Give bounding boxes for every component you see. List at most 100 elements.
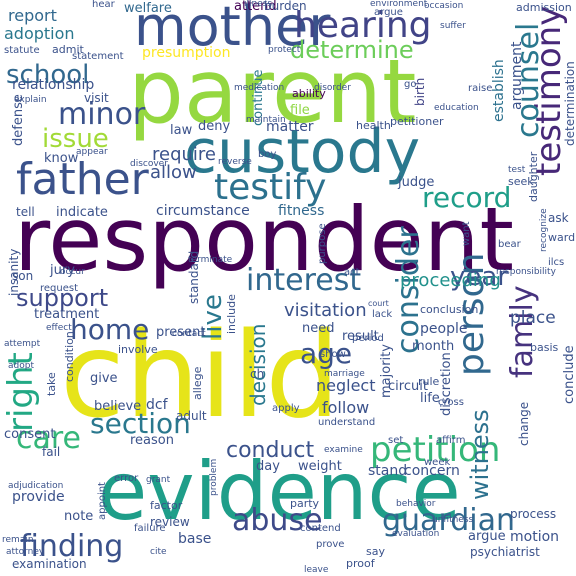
word-life: life — [420, 391, 440, 406]
word-unfitness: unfitness — [432, 515, 474, 525]
word-decision: decision — [246, 323, 270, 406]
word-proof: proof — [346, 557, 375, 570]
word-occasion: occasion — [424, 1, 464, 11]
word-disorder: disorder — [314, 83, 351, 93]
word-conclude: conclude — [562, 345, 576, 404]
word-seek: seek — [508, 175, 534, 188]
word-terminate: terminate — [188, 255, 233, 265]
word-rule: rule — [418, 375, 440, 388]
word-suffer: suffer — [440, 21, 466, 31]
word-testify: testify — [214, 167, 327, 208]
word-adoption: adoption — [4, 24, 75, 43]
word-leave: leave — [304, 565, 329, 575]
word-recognize: recognize — [539, 208, 549, 252]
word-weight: weight — [298, 459, 342, 474]
word-party: party — [290, 497, 320, 510]
word-show: show — [320, 349, 346, 360]
word-cite: cite — [150, 547, 167, 557]
word-father: father — [16, 154, 149, 205]
word-record: record — [422, 181, 512, 214]
word-tell: tell — [16, 205, 35, 219]
word-base: base — [178, 531, 212, 547]
word-section: section — [90, 407, 191, 440]
word-adopt: adopt — [8, 361, 34, 371]
word-fitness: fitness — [278, 203, 325, 219]
word-evidence: evidence — [98, 445, 461, 538]
word-need: need — [302, 321, 335, 336]
word-medication: medication — [234, 83, 285, 93]
word-hearing: hearing — [294, 5, 432, 46]
word-examination: examination — [12, 557, 87, 571]
word-take: take — [45, 372, 58, 396]
word-file: file — [290, 103, 310, 118]
word-argument: argument — [509, 41, 525, 110]
word-understand: understand — [318, 417, 376, 428]
word-circuit: circuit — [388, 379, 428, 394]
word-place: place — [510, 308, 556, 328]
word-error: error — [114, 473, 139, 484]
word-people: people — [420, 321, 468, 337]
word-follow: follow — [322, 398, 370, 417]
word-law: law — [170, 123, 193, 138]
word-child: child — [60, 306, 341, 444]
word-allow: allow — [150, 162, 197, 183]
word-proceeding: proceeding — [400, 270, 501, 291]
word-ch: ch — [250, 367, 265, 381]
word-environment: environment — [370, 0, 428, 9]
word-circumstance: circumstance — [156, 203, 250, 219]
word-indicate: indicate — [56, 205, 108, 220]
word-protect: protect — [268, 45, 301, 55]
word-explain: explain — [14, 95, 47, 105]
word-effect: effect — [46, 323, 72, 333]
word-boy: boy — [258, 149, 277, 160]
word-abuse: abuse — [232, 503, 323, 538]
word-age: age — [300, 337, 353, 370]
word-give: give — [90, 371, 118, 386]
word-test: test — [508, 165, 526, 175]
word-prove: prove — [316, 539, 345, 550]
word-fail: fail — [42, 445, 61, 459]
word-son: son — [12, 269, 34, 283]
word-know: know — [44, 151, 79, 166]
word-appoint: appoint — [97, 482, 108, 520]
word-ilcs: ilcs — [548, 257, 565, 268]
word-maintain: maintain — [246, 115, 286, 125]
word-hear: hear — [92, 0, 115, 10]
word-month: month — [412, 339, 455, 354]
word-jury: jury — [50, 263, 75, 278]
word-say: say — [366, 545, 385, 558]
word-year: year — [450, 262, 509, 292]
word-burden: burden — [264, 0, 307, 13]
word-guardian: guardian — [382, 503, 516, 538]
word-health: health — [356, 119, 391, 132]
word-witness: witness — [466, 409, 494, 500]
word-matter: matter — [266, 119, 314, 135]
word-reverse: reverse — [218, 157, 252, 167]
word-support: support — [16, 284, 109, 312]
word-raise: raise — [468, 83, 493, 94]
word-motion: motion — [510, 529, 560, 545]
word-establish: establish — [491, 59, 507, 122]
word-respondent: respondent — [14, 188, 514, 291]
word-attend: attend — [234, 0, 277, 14]
word-behavior: behavior — [396, 499, 436, 509]
word-determine: determine — [290, 36, 414, 64]
word-present: present — [156, 325, 206, 340]
word-relationship: relationship — [12, 77, 95, 93]
word-family: family — [505, 285, 540, 378]
word-process: process — [510, 507, 557, 521]
word-attorney: attorney — [6, 547, 45, 557]
word-set: set — [388, 435, 404, 446]
word-evaluation: evaluation — [392, 529, 440, 539]
word-condition: condition — [63, 331, 76, 382]
word-dcf: dcf — [146, 397, 168, 413]
word-apply: apply — [272, 403, 300, 414]
word-home: home — [70, 313, 150, 346]
word-believe: believe — [94, 399, 142, 414]
word-involve: involve — [118, 343, 158, 356]
word-problem: problem — [209, 458, 219, 496]
word-contact: contact — [172, 329, 206, 339]
word-neglect: neglect — [316, 376, 376, 395]
word-result: result — [342, 329, 379, 344]
word-argue-small: argue — [374, 7, 403, 18]
